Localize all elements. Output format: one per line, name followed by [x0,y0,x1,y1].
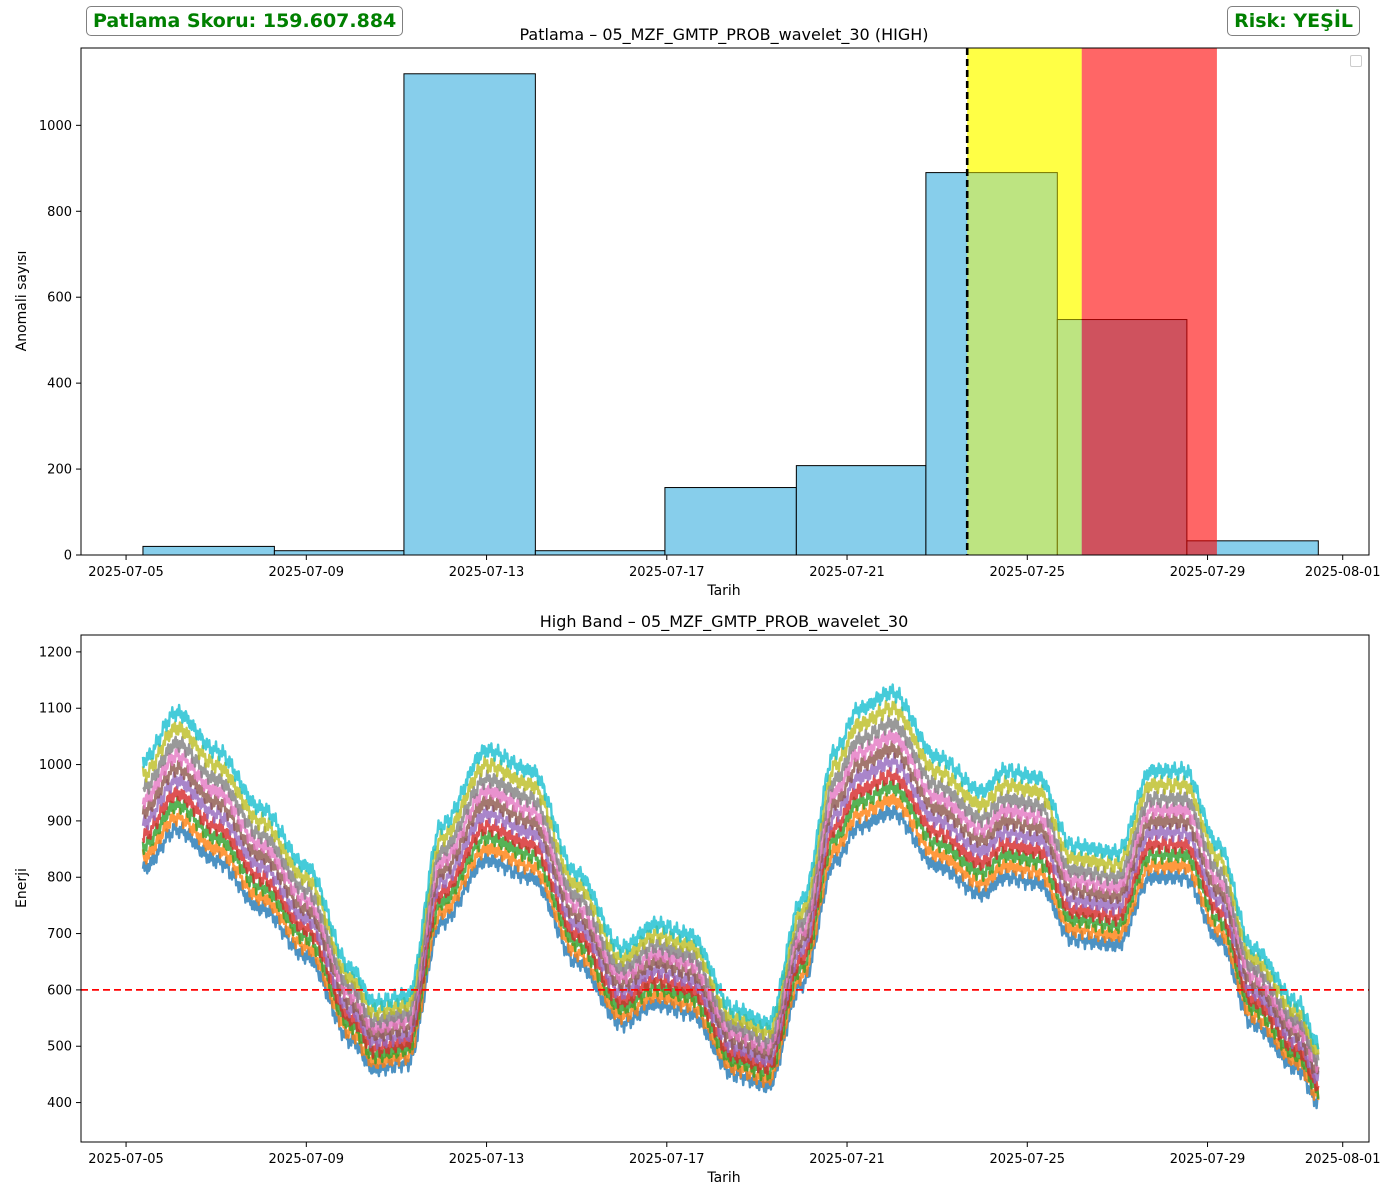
energy-y-tick-label: 500 [47,1040,72,1055]
energy-y-tick-label: 1100 [39,702,72,717]
histogram-x-tick-label: 2025-08-01 [1305,565,1381,580]
risk-status-badge: Risk: YEŞİL [1227,6,1360,36]
histogram-x-label: Tarih [706,583,740,599]
histogram-y-tick-label: 200 [47,463,72,478]
energy-y-ticks: 400 500 600 700 800 900 1000 1100 1200 [39,645,81,1111]
energy-title: High Band – 05_MZF_GMTP_PROB_wavelet_30 [540,612,909,632]
histogram-y-tick-label: 400 [47,377,72,392]
histogram-bars [142,73,1319,556]
histogram-bar [273,550,405,556]
energy-x-tick-label: 2025-08-01 [1305,1152,1381,1167]
energy-x-tick-label: 2025-07-13 [449,1152,525,1167]
energy-y-tick-label: 600 [47,983,72,998]
histogram-y-tick-label: 800 [47,205,72,220]
histogram-x-tick-label: 2025-07-09 [269,565,345,580]
histogram-bar [664,487,797,556]
histogram-x-tick-label: 2025-07-29 [1170,565,1246,580]
histogram-bar [142,545,275,556]
histogram-y-tick-label: 600 [47,291,72,306]
histogram-y-tick-label: 1000 [39,119,72,134]
histogram-x-tick-label: 2025-07-05 [88,565,164,580]
energy-x-ticks: 2025-07-05 2025-07-09 2025-07-13 2025-07-17… [88,1142,1380,1167]
energy-series-line [141,728,1319,1074]
risk-zone-overlays [967,48,1217,555]
energy-x-tick-label: 2025-07-17 [629,1152,705,1167]
energy-y-tick-label: 1200 [39,645,72,660]
histogram-bar [795,465,927,556]
energy-y-tick-label: 700 [47,927,72,942]
energy-y-tick-label: 400 [47,1096,72,1111]
energy-panel: High Band – 05_MZF_GMTP_PROB_wavelet_30 … [14,612,1380,1186]
histogram-axes-frame [80,47,1370,556]
histogram-x-ticks: 2025-07-05 2025-07-09 2025-07-13 2025-07-17… [88,555,1380,580]
burst-histogram-panel: Patlama – 05_MZF_GMTP_PROB_wavelet_30 (H… [14,25,1380,599]
histogram-y-tick-label: 0 [64,549,72,564]
histogram-x-tick-label: 2025-07-13 [449,565,525,580]
energy-axes-frame [80,634,1370,1143]
histogram-y-label: Anomali sayısı [14,251,30,352]
histogram-x-tick-label: 2025-07-25 [990,565,1066,580]
energy-x-label: Tarih [706,1170,740,1186]
energy-x-tick-label: 2025-07-09 [269,1152,345,1167]
burst-score-badge: Patlama Skoru: 159.607.884 [86,6,404,36]
energy-x-tick-label: 2025-07-05 [88,1152,164,1167]
energy-y-tick-label: 900 [47,814,72,829]
histogram-x-tick-label: 2025-07-17 [629,565,705,580]
histogram-bar [534,550,666,556]
empty-legend [1350,55,1362,67]
histogram-x-tick-label: 2025-07-21 [809,565,885,580]
energy-series [141,683,1320,1110]
energy-y-tick-label: 800 [47,871,72,886]
danger-zone [1081,48,1217,555]
histogram-y-ticks: 0 200 400 600 800 1000 [39,119,81,564]
histogram-title: Patlama – 05_MZF_GMTP_PROB_wavelet_30 (H… [520,25,929,45]
energy-x-tick-label: 2025-07-21 [809,1152,885,1167]
energy-y-label: Enerji [14,868,30,908]
energy-series-line [141,683,1320,1050]
energy-x-tick-label: 2025-07-29 [1170,1152,1246,1167]
histogram-bar [403,73,536,556]
caution-zone-overlay [967,48,1082,555]
energy-y-tick-label: 1000 [39,758,72,773]
energy-x-tick-label: 2025-07-25 [990,1152,1066,1167]
